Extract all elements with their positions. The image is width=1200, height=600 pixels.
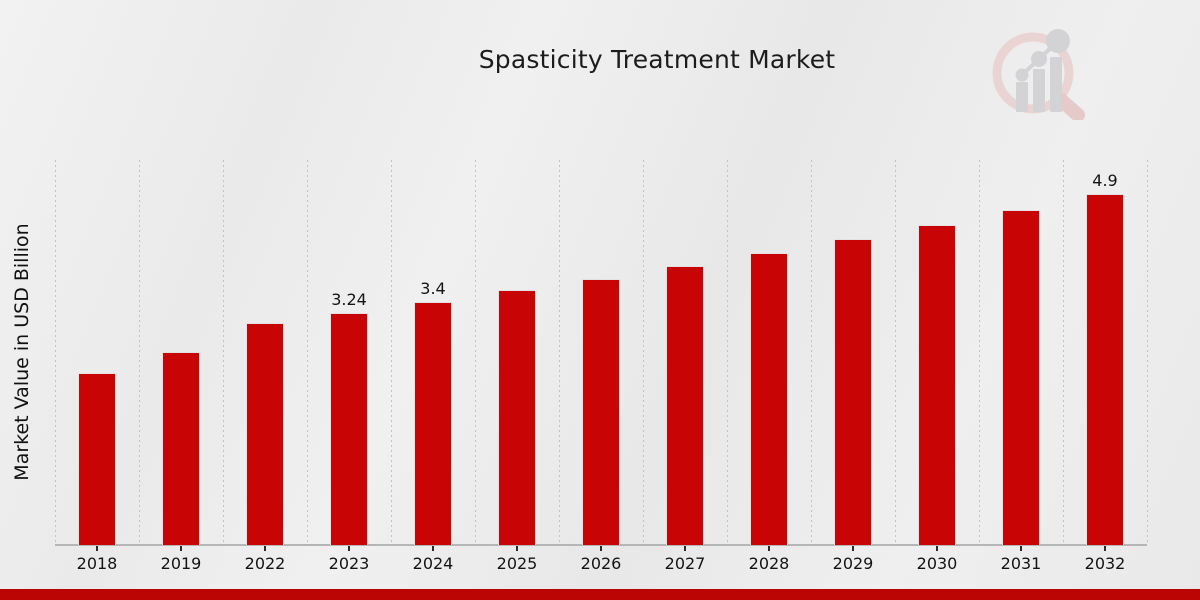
- magnifier-handle: [1054, 93, 1085, 120]
- x-axis-label-2025: 2025: [496, 554, 538, 573]
- logo-dot-medium: [1031, 51, 1047, 67]
- bar-2027: [666, 266, 704, 545]
- vertical-gridline: [895, 160, 896, 545]
- bar-2024: [414, 302, 452, 545]
- logo-bar-large: [1050, 57, 1062, 112]
- chart-title: Spasticity Treatment Market: [478, 45, 836, 74]
- logo-bar-small: [1016, 82, 1028, 112]
- logo-dot-small: [1015, 68, 1029, 82]
- x-axis-label-2019: 2019: [160, 554, 202, 573]
- bar-slot: 2030: [895, 160, 979, 573]
- logo-dot-large: [1046, 29, 1070, 53]
- bar-slot: 2018: [55, 160, 139, 573]
- vertical-gridline: [979, 160, 980, 545]
- bar-2026: [582, 279, 620, 545]
- bar-2028: [750, 253, 788, 545]
- footer-accent-bar: [0, 589, 1200, 600]
- x-axis-label-2028: 2028: [748, 554, 790, 573]
- bar-slot: 2027: [643, 160, 727, 573]
- bar-slot: 3.24 2023: [307, 160, 391, 573]
- bar-2019: [162, 352, 200, 545]
- bar-slot: 2031: [979, 160, 1063, 573]
- bar-value-label-2023: 3.24: [331, 290, 367, 309]
- x-axis-tick: [264, 546, 266, 551]
- x-axis-tick: [768, 546, 770, 551]
- x-axis-tick: [684, 546, 686, 551]
- bar-2030: [918, 225, 956, 545]
- bar-2029: [834, 239, 872, 545]
- bar-slot: 3.4 2024: [391, 160, 475, 573]
- bar-2018: [78, 373, 116, 545]
- x-axis-label-2027: 2027: [664, 554, 706, 573]
- logo-bar-medium: [1033, 69, 1045, 112]
- bar-slot: 2029: [811, 160, 895, 573]
- vertical-gridline: [223, 160, 224, 545]
- x-axis-tick: [1104, 546, 1106, 551]
- vertical-gridline: [55, 160, 56, 545]
- bar-slot: 2025: [475, 160, 559, 573]
- vertical-gridline: [811, 160, 812, 545]
- vertical-gridline: [1147, 160, 1148, 545]
- x-axis-tick: [432, 546, 434, 551]
- bar-slot: 2019: [139, 160, 223, 573]
- x-axis-label-2030: 2030: [916, 554, 958, 573]
- bar-2022: [246, 323, 284, 545]
- x-axis-tick: [516, 546, 518, 551]
- x-axis-label-2032: 2032: [1084, 554, 1126, 573]
- x-axis-tick: [348, 546, 350, 551]
- bar-2032: [1086, 194, 1124, 545]
- vertical-gridline: [391, 160, 392, 545]
- vertical-gridline: [727, 160, 728, 545]
- bar-2031: [1002, 210, 1040, 545]
- x-axis-label-2023: 2023: [328, 554, 370, 573]
- vertical-gridline: [559, 160, 560, 545]
- bar-slot: 2026: [559, 160, 643, 573]
- x-axis-label-2026: 2026: [580, 554, 622, 573]
- x-axis-tick: [1020, 546, 1022, 551]
- vertical-gridline: [139, 160, 140, 545]
- x-axis-tick: [180, 546, 182, 551]
- y-axis-title: Market Value in USD Billion: [11, 223, 33, 481]
- x-axis-label-2022: 2022: [244, 554, 286, 573]
- x-axis-tick: [600, 546, 602, 551]
- x-axis-label-2018: 2018: [76, 554, 118, 573]
- bar-slot: 4.9 2032: [1063, 160, 1147, 573]
- vertical-gridline: [643, 160, 644, 545]
- magnifier-bar-chart-logo-icon: [992, 29, 1085, 120]
- vertical-gridline: [307, 160, 308, 545]
- x-axis-tick: [936, 546, 938, 551]
- bar-2025: [498, 290, 536, 545]
- x-axis-tick: [96, 546, 98, 551]
- bar-value-label-2024: 3.4: [420, 279, 446, 298]
- bar-2023: [330, 313, 368, 545]
- vertical-gridline: [1063, 160, 1064, 545]
- plot-area: 2018 2019 2022 3.24 2023 3.4 2024 2025 2026 2027 2…: [55, 160, 1148, 573]
- x-axis-label-2029: 2029: [832, 554, 874, 573]
- bar-value-label-2032: 4.9: [1092, 171, 1118, 190]
- bar-slot: 2028: [727, 160, 811, 573]
- x-axis-line: [55, 544, 1147, 546]
- x-axis-label-2024: 2024: [412, 554, 454, 573]
- x-axis-tick: [852, 546, 854, 551]
- bar-slot: 2022: [223, 160, 307, 573]
- vertical-gridline: [475, 160, 476, 545]
- x-axis-label-2031: 2031: [1000, 554, 1042, 573]
